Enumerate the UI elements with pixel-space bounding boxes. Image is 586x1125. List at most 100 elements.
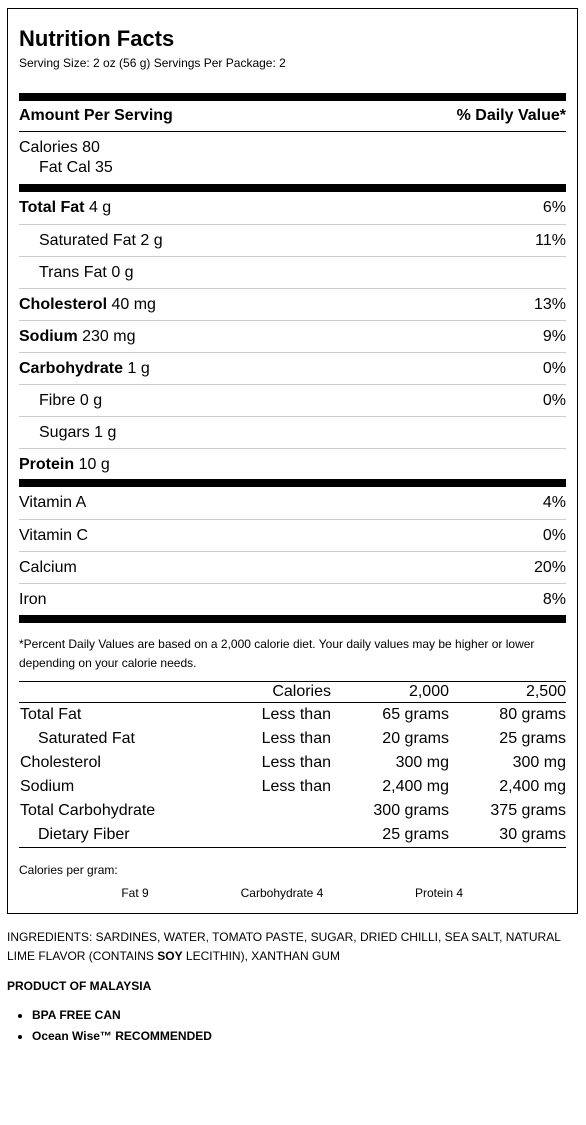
nutrient-dv: 6% [542, 199, 566, 216]
cpg-label: Calories per gram: [19, 863, 118, 877]
nutrient-dv: 0% [542, 359, 566, 377]
cpg-item: Fat 9 [121, 886, 149, 900]
nutrient-row: Sodium 230 mg 9% [19, 320, 566, 352]
vitamin-name: Calcium [19, 558, 77, 576]
row-name: Total Fat [20, 706, 82, 723]
vitamin-row: Vitamin A 4% [19, 487, 566, 519]
header-col: 2,000 [408, 683, 449, 700]
nutrient-dv: 9% [542, 327, 566, 345]
nutrient-dv: 13% [533, 295, 566, 313]
vitamin-list: Vitamin A 4% Vitamin C 0% Calcium 20% Iron 8% [19, 487, 566, 615]
nutrient: Saturated Fat 2 g [39, 232, 163, 250]
nutrient-amount: 1 g [94, 423, 117, 441]
nutrient-row: Fibre 0 g 0% [19, 384, 566, 416]
table-row: Saturated Fat Less than 20 grams 25 grams [19, 727, 566, 751]
row-cmp: Less than [261, 778, 331, 795]
table-row: Total Fat Less than 65 grams 80 grams [19, 703, 566, 727]
header-label: Calories [272, 683, 331, 700]
nutrient-name: Carbohydrate [19, 359, 124, 377]
nutrient: Carbohydrate 1 g [19, 360, 150, 378]
nutrient-name: Protein [19, 455, 75, 473]
bullet: BPA FREE CAN [32, 1005, 212, 1026]
ingredient-text: LECITHIN), XANTHAN GUM [182, 949, 340, 963]
row-value: 300 grams [373, 802, 449, 819]
thick-rule [19, 93, 566, 101]
daily-table: Calories 2,000 2,500 Total Fat Less than 65 g… [19, 682, 566, 848]
vitamin-name: Vitamin C [19, 526, 89, 544]
nutrient-amount: 2 g [140, 231, 163, 249]
table-row: Dietary Fiber 25 grams 30 grams [19, 823, 566, 848]
nutrition-label: Nutrition Facts Serving Size: 2 oz (56 g… [7, 8, 578, 914]
fat-calories: Fat Cal 35 [39, 159, 113, 176]
row-name: Cholesterol [20, 754, 101, 771]
thick-rule [19, 184, 566, 192]
nutrient-list: Total Fat 4 g 6% Saturated Fat 2 g 11% Trans… [19, 192, 566, 480]
nutrient-amount: 1 g [127, 359, 150, 377]
nutrient-amount: 230 mg [82, 327, 136, 345]
vitamin-row: Calcium 20% [19, 551, 566, 583]
vitamin-dv: 20% [533, 558, 566, 576]
vitamin-dv: 4% [542, 494, 566, 511]
nutrient-row: Sugars 1 g [19, 416, 566, 448]
serving: Serving Size: 2 oz (56 g) Servings Per P… [19, 56, 286, 70]
row-value: 80 grams [499, 706, 566, 723]
header-col: 2,500 [525, 683, 566, 700]
nutrient-name: Fibre [39, 391, 76, 409]
nutrient-row: Cholesterol 40 mg 13% [19, 288, 566, 320]
ingredient-text: INGREDIENTS: SARDINES, WATER, TOMATO PAS… [7, 930, 564, 963]
nutrient-name: Saturated Fat [39, 231, 136, 249]
row-value: 300 mg [512, 754, 566, 771]
nutrient-row: Carbohydrate 1 g 0% [19, 352, 566, 384]
nutrient: Protein 10 g [19, 456, 110, 474]
row-name: Sodium [20, 778, 75, 795]
row-value: 30 grams [499, 826, 566, 843]
vitamin-row: Vitamin C 0% [19, 519, 566, 551]
thick-rule [19, 615, 566, 623]
amount-header: Amount Per Serving % Daily Value* [19, 101, 566, 132]
calories-block: Calories 80 Fat Cal 35 [19, 132, 566, 184]
row-value: 25 grams [382, 826, 449, 843]
ingredients: INGREDIENTS: SARDINES, WATER, TOMATO PAS… [7, 928, 567, 966]
origin: PRODUCT OF MALAYSIA [7, 979, 152, 993]
nutrient-row: Saturated Fat 2 g 11% [19, 224, 566, 256]
vitamin-name: Iron [19, 590, 47, 608]
bullet: Ocean Wise™ RECOMMENDED [32, 1026, 212, 1047]
cpg-item: Carbohydrate 4 [240, 886, 324, 900]
footnote: *Percent Daily Values are based on a 2,0… [19, 623, 566, 682]
bullet-list: BPA FREE CANOcean Wise™ RECOMMENDED [7, 1005, 212, 1047]
row-value: 65 grams [382, 706, 449, 723]
row-cmp: Less than [261, 730, 331, 747]
spacer [20, 682, 190, 702]
ingredient-text: SOY [157, 949, 183, 963]
amount-label: Amount Per Serving [19, 107, 173, 124]
nutrient-amount: 10 g [78, 455, 110, 473]
row-value: 20 grams [382, 730, 449, 747]
nutrient-row: Trans Fat 0 g [19, 256, 566, 288]
table-header: Calories 2,000 2,500 [19, 682, 566, 703]
vitamin-dv: 8% [542, 590, 566, 608]
nutrient: Total Fat 4 g [19, 199, 111, 217]
row-name: Total Carbohydrate [20, 802, 156, 819]
nutrient-name: Sugars [39, 423, 90, 441]
nutrient-name: Trans Fat [39, 263, 107, 281]
row-name: Saturated Fat [38, 730, 135, 747]
table-row: Total Carbohydrate 300 grams 375 grams [19, 799, 566, 823]
nutrient-amount: 4 g [88, 199, 112, 216]
row-cmp: Less than [261, 754, 331, 771]
nutrient: Sugars 1 g [39, 424, 116, 442]
nutrient: Trans Fat 0 g [39, 264, 134, 282]
nutrient-name: Cholesterol [19, 295, 108, 313]
table-row: Cholesterol Less than 300 mg 300 mg [19, 751, 566, 775]
nutrient: Cholesterol 40 mg [19, 296, 156, 314]
row-value: 300 mg [395, 754, 449, 771]
dv-label: % Daily Value* [456, 107, 566, 124]
nutrient-dv: 11% [535, 231, 566, 249]
thick-rule [19, 479, 566, 487]
row-value: 25 grams [499, 730, 566, 747]
nutrient-dv: 0% [542, 391, 566, 409]
row-value: 2,400 mg [499, 778, 566, 795]
nutrient-name: Total Fat [19, 199, 85, 216]
row-value: 375 grams [490, 802, 566, 819]
vitamin-name: Vitamin A [19, 494, 87, 511]
